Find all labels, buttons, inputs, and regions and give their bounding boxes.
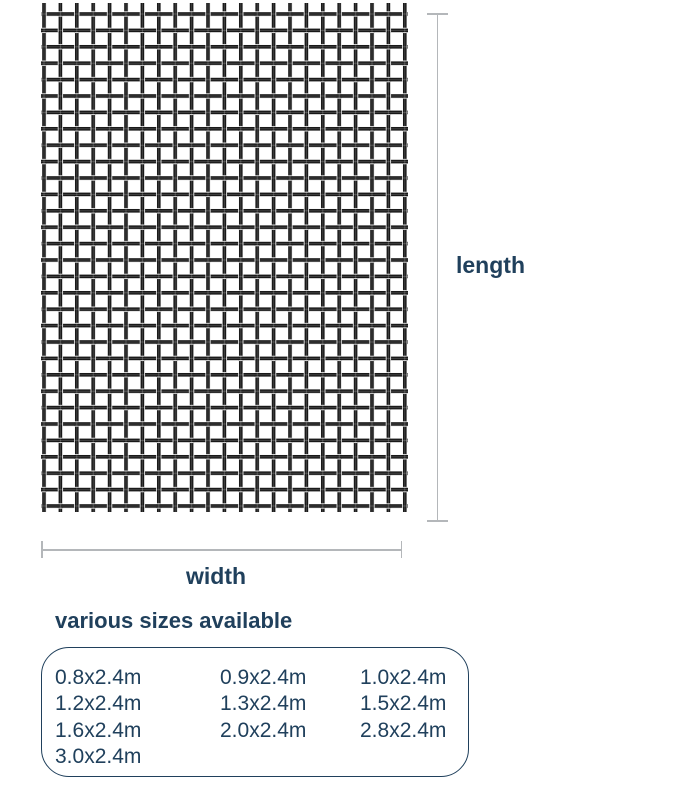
size-option: 1.2x2.4m <box>55 692 142 716</box>
size-option: 2.8x2.4m <box>360 718 447 742</box>
length-label: length <box>456 252 525 278</box>
width-label: width <box>186 563 247 589</box>
size-option: 2.0x2.4m <box>220 718 307 742</box>
size-option: 0.9x2.4m <box>220 666 307 689</box>
sizes-box: 0.8x2.4m 0.9x2.4m 1.0x2.4m 1.2x2.4m 1.3x2.4m… <box>41 647 469 777</box>
sizes-list: 0.8x2.4m 0.9x2.4m 1.0x2.4m 1.2x2.4m 1.3x2.4m… <box>42 648 468 771</box>
size-option: 3.0x2.4m <box>55 745 142 769</box>
size-option: 0.8x2.4m <box>55 666 142 689</box>
size-option: 1.6x2.4m <box>55 718 142 742</box>
sizes-heading: various sizes available <box>55 608 293 633</box>
size-option: 1.5x2.4m <box>360 692 447 716</box>
size-option: 1.3x2.4m <box>220 692 307 716</box>
wire-mesh-graphic <box>41 3 408 512</box>
size-option: 1.0x2.4m <box>360 666 447 689</box>
